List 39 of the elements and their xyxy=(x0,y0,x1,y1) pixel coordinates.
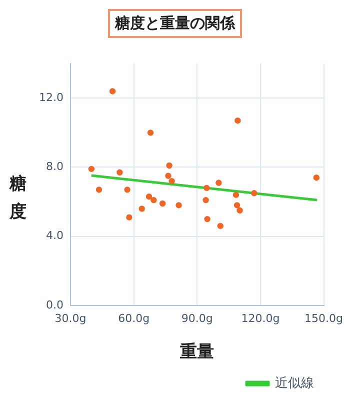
point xyxy=(204,216,210,222)
point xyxy=(216,180,222,186)
point xyxy=(176,202,182,208)
legend-label: 近似線 xyxy=(275,376,314,391)
x-tick-label: 120.0g xyxy=(241,312,280,325)
point xyxy=(202,196,209,204)
point xyxy=(138,206,145,212)
y-tick-label: 12.0 xyxy=(38,91,64,104)
y-tick-label: 0.0 xyxy=(46,298,64,312)
x-tick-label: 90.0g xyxy=(181,312,213,325)
point xyxy=(96,186,102,193)
point xyxy=(150,196,157,204)
point xyxy=(126,214,132,220)
x-tick-label: 30.0g xyxy=(54,312,86,325)
point xyxy=(165,172,172,179)
point xyxy=(159,200,166,207)
x-axis-title: 重量 xyxy=(179,342,214,362)
point xyxy=(168,178,175,184)
point xyxy=(116,169,123,176)
point xyxy=(88,166,94,172)
x-tick-label: 150.0g xyxy=(304,312,344,325)
point xyxy=(109,88,116,94)
point xyxy=(166,162,172,169)
point xyxy=(232,192,240,198)
y-tick-label: 4.0 xyxy=(46,229,64,242)
point xyxy=(251,190,258,196)
point xyxy=(204,184,210,192)
point xyxy=(313,174,320,181)
point xyxy=(234,117,241,124)
point xyxy=(236,207,243,214)
point xyxy=(217,222,224,230)
point xyxy=(146,193,152,200)
point xyxy=(124,186,130,193)
point xyxy=(147,130,154,136)
y-axis-title: 糖度 xyxy=(8,173,28,224)
x-tick-label: 60.0g xyxy=(118,312,150,325)
point xyxy=(234,202,240,208)
chart-title: 糖度と重量の関係 xyxy=(108,9,242,38)
y-tick-label: 8.0 xyxy=(46,160,64,174)
